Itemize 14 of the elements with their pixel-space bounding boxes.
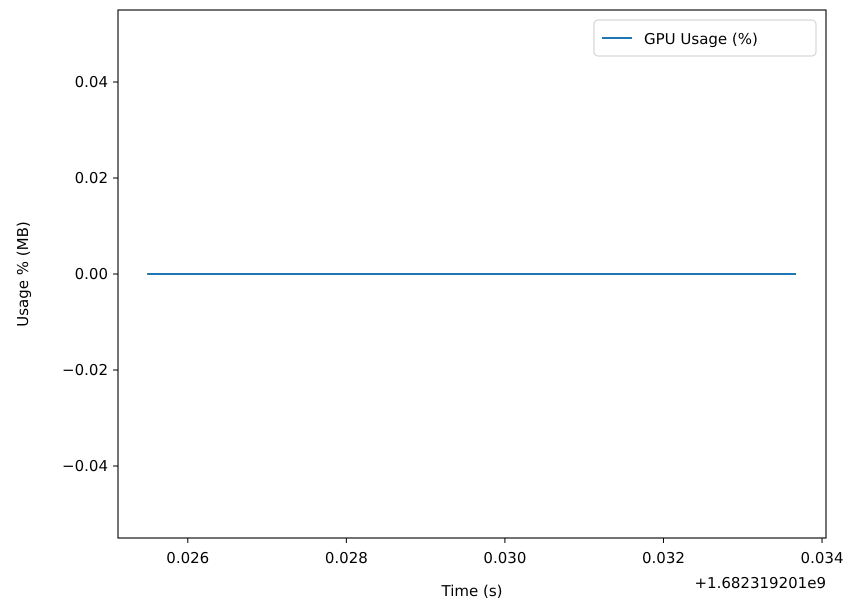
x-tick-label: 0.032 <box>642 549 685 567</box>
y-tick-label: 0.00 <box>74 265 108 283</box>
x-tick-label: 0.030 <box>483 549 526 567</box>
y-tick-label: 0.02 <box>74 169 108 187</box>
y-axis-title: Usage % (MB) <box>14 221 32 327</box>
text: +1.682319201e9 <box>694 574 826 592</box>
y-tick-label: −0.02 <box>62 361 108 379</box>
y-tick-label: 0.04 <box>74 73 108 91</box>
x-tick-label: 0.034 <box>800 549 844 567</box>
x-tick-label: 0.026 <box>166 549 210 567</box>
x-tick-label: 0.028 <box>324 549 368 567</box>
x-axis-title: Time (s) <box>440 582 502 600</box>
legend-label: GPU Usage (%) <box>644 30 758 48</box>
y-tick-label: −0.04 <box>62 457 108 475</box>
